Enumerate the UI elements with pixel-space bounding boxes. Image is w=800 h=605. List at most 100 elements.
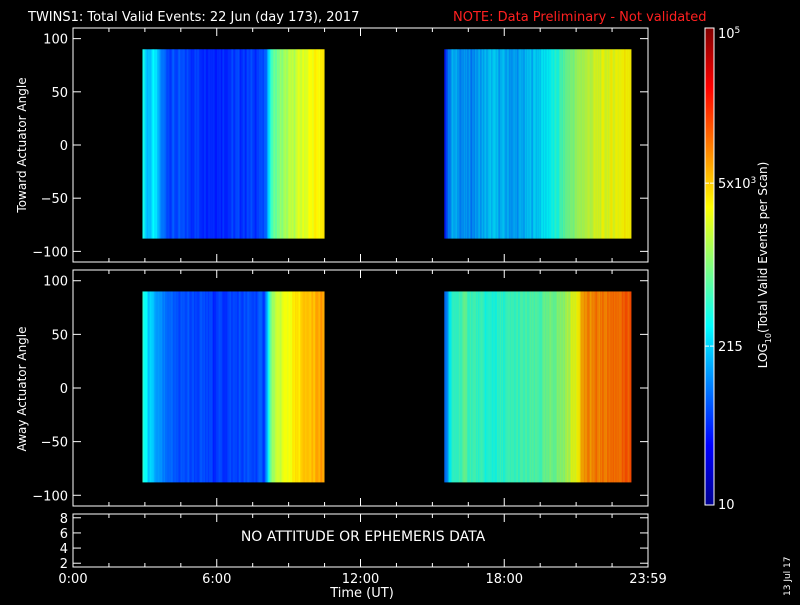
heatmap-cell — [574, 49, 576, 239]
heatmap-cell — [630, 291, 632, 483]
heatmap-cell — [484, 49, 486, 239]
heatmap-cell — [210, 291, 212, 483]
heatmap-cell — [244, 291, 246, 483]
heatmap-cell — [598, 291, 600, 483]
heatmap-cell — [280, 291, 282, 483]
heatmap-cell — [471, 49, 473, 239]
heatmap-cell — [556, 291, 558, 483]
heatmap-cell — [238, 291, 240, 483]
heatmap-cell — [503, 49, 505, 239]
heatmap-cell — [292, 49, 294, 239]
heatmap-cell — [284, 291, 286, 483]
heatmap-cell — [267, 49, 269, 239]
heatmap-cell — [485, 291, 487, 483]
heatmap-cell — [458, 49, 460, 239]
heatmap-cell — [525, 291, 527, 483]
heatmap-cell — [195, 49, 197, 239]
heatmap-cell — [200, 49, 202, 239]
heatmap-cell — [255, 291, 257, 483]
heatmap-cell — [494, 291, 496, 483]
heatmap-cell — [495, 49, 497, 239]
heatmap-cell — [190, 291, 192, 483]
heatmap-cell — [265, 49, 267, 239]
heatmap-cell — [283, 49, 285, 239]
heatmap-cell — [552, 291, 554, 483]
heatmap-cell — [306, 49, 308, 239]
heatmap-cell — [599, 49, 601, 239]
heatmap-cell — [488, 291, 490, 483]
heatmap-cell — [628, 291, 630, 483]
heatmap-cell — [455, 49, 457, 239]
heatmap-cell — [612, 291, 614, 483]
heatmap-cell — [480, 291, 482, 483]
heatmap-cell — [168, 291, 170, 483]
heatmap-cell — [228, 49, 230, 239]
heatmap-cell — [253, 49, 255, 239]
heatmap-cell — [179, 49, 181, 239]
heatmap-cell — [569, 291, 571, 483]
colorbar-label-subscript: 10 — [764, 333, 773, 343]
heatmap-cell — [142, 291, 144, 483]
heatmap-cell — [453, 49, 455, 239]
heatmap-cell — [573, 49, 575, 239]
heatmap-cell — [224, 49, 226, 239]
heatmap-cell — [574, 291, 576, 483]
heatmap-cell — [449, 291, 451, 483]
heatmap-cell — [195, 291, 197, 483]
heatmap-cell — [589, 291, 591, 483]
heatmap-cell — [617, 49, 619, 239]
heatmap-cell — [250, 291, 252, 483]
heatmap-cell — [254, 49, 256, 239]
heatmap-cell — [167, 291, 169, 483]
heatmap-cell — [542, 291, 544, 483]
heatmap-cell — [556, 49, 558, 239]
heatmap-cell — [214, 49, 216, 239]
heatmap-cell — [268, 49, 270, 239]
heatmap-cell — [246, 291, 248, 483]
heatmap-cell — [606, 291, 608, 483]
heatmap-cell — [145, 49, 147, 239]
heatmap-cell — [620, 49, 622, 239]
heatmap-cell — [514, 49, 516, 239]
heatmap-cell — [598, 49, 600, 239]
heatmap-cell — [472, 49, 474, 239]
heatmap-cell — [586, 291, 588, 483]
heatmap-cell — [160, 49, 162, 239]
heatmap-cell — [475, 291, 477, 483]
heatmap-cell — [463, 49, 465, 239]
heatmap-cell — [253, 291, 255, 483]
heatmap-cell — [551, 49, 553, 239]
heatmap-cell — [505, 49, 507, 239]
heatmap-cell — [175, 49, 177, 239]
heatmap-cell — [152, 49, 154, 239]
heatmap-cell — [582, 291, 584, 483]
heatmap-cell — [169, 49, 171, 239]
heatmap-cell — [459, 49, 461, 239]
heatmap-cell — [468, 49, 470, 239]
heatmap-cell — [608, 291, 610, 483]
heatmap-cell — [258, 291, 260, 483]
heatmap-cell — [314, 49, 316, 239]
heatmap-cell — [249, 49, 251, 239]
heatmap-cell — [228, 291, 230, 483]
heatmap-cell — [300, 291, 302, 483]
heatmap-cell — [308, 49, 310, 239]
heatmap-cell — [595, 49, 597, 239]
heatmap-cell — [529, 49, 531, 239]
heatmap-cell — [548, 49, 550, 239]
heatmap-cell — [604, 49, 606, 239]
heatmap-cell — [144, 291, 146, 483]
heatmap-cell — [277, 291, 279, 483]
heatmap-cell — [205, 291, 207, 483]
heatmap-cell — [305, 49, 307, 239]
heatmap-cell — [487, 291, 489, 483]
heatmap-cell — [149, 291, 151, 483]
heatmap-cell — [207, 49, 209, 239]
heatmap-cell — [562, 49, 564, 239]
heatmap-cell — [186, 49, 188, 239]
heatmap-cell — [175, 291, 177, 483]
heatmap-cell — [245, 49, 247, 239]
heatmap-cell — [290, 291, 292, 483]
heatmap-cell — [548, 291, 550, 483]
